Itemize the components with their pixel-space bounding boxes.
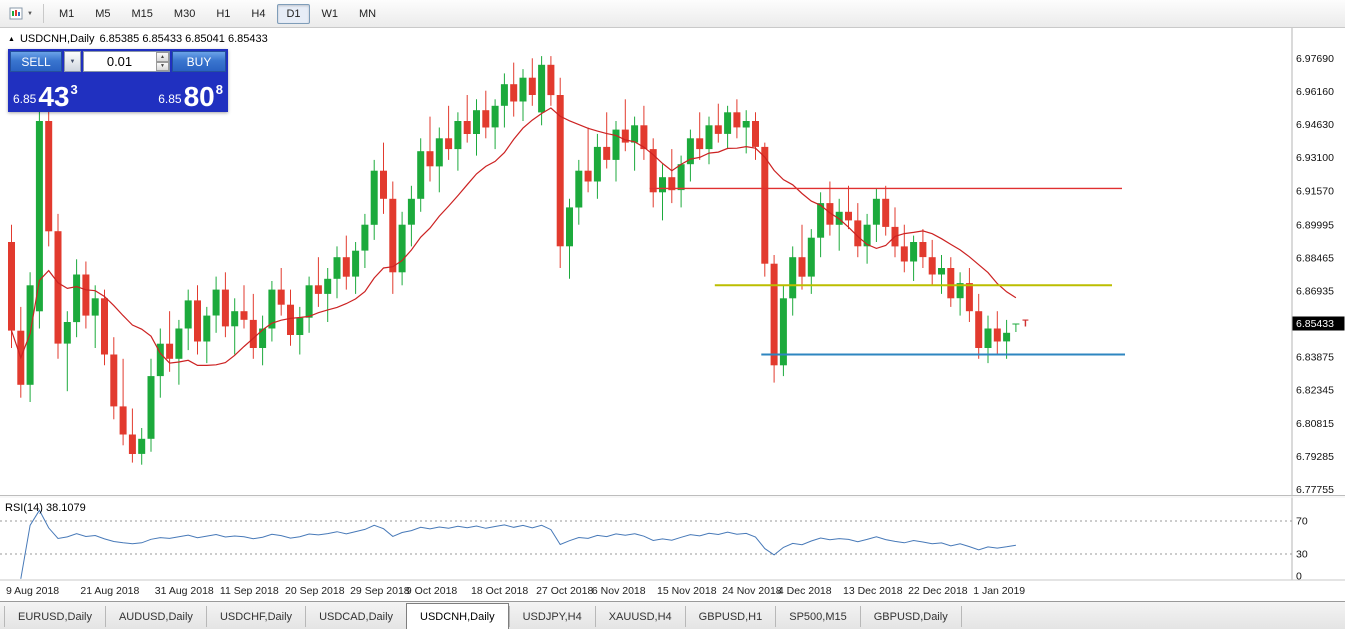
svg-text:6.83875: 6.83875 <box>1296 352 1334 364</box>
svg-text:13 Dec 2018: 13 Dec 2018 <box>843 585 903 597</box>
date-axis[interactable]: 9 Aug 2018 21 Aug 2018 31 Aug 2018 11 Sep 2… <box>6 585 1025 597</box>
timeframe-button-m30[interactable]: M30 <box>173 7 196 20</box>
chart-window: 6.97690 6.96160 6.94630 6.93100 6.91570 6.899… <box>0 28 1345 601</box>
chart-tab-gbpusd-daily[interactable]: GBPUSD,Daily <box>859 606 962 627</box>
chart-title-icon: ▲ <box>8 35 15 43</box>
svg-text:24 Nov 2018: 24 Nov 2018 <box>722 585 782 597</box>
chart-tabs: EURUSD,Daily AUDUSD,Daily USDCHF,Daily USDC… <box>0 601 1345 629</box>
sell-price-big-digits: 43 <box>38 81 70 112</box>
chart-tab-gbpusd-h1[interactable]: GBPUSD,H1 <box>684 606 776 627</box>
svg-text:1 Jan 2019: 1 Jan 2019 <box>973 585 1025 597</box>
chart-tab-usdjpy-h4[interactable]: USDJPY,H4 <box>508 606 595 627</box>
sell-price-pipette: 3 <box>70 82 78 97</box>
svg-text:6.93100: 6.93100 <box>1296 152 1334 164</box>
buy-price-prefix: 6.85 <box>158 92 182 106</box>
svg-text:70: 70 <box>1296 516 1308 528</box>
chart-tools-button[interactable]: ▼ <box>5 3 37 25</box>
svg-text:6.94630: 6.94630 <box>1296 119 1334 131</box>
price-axis[interactable]: 6.97690 6.96160 6.94630 6.93100 6.91570 6.899… <box>1291 28 1334 580</box>
volume-input[interactable] <box>84 52 155 71</box>
svg-text:6.91570: 6.91570 <box>1296 185 1334 197</box>
price-chart-canvas[interactable]: 6.97690 6.96160 6.94630 6.93100 6.91570 6.899… <box>0 28 1345 601</box>
svg-text:11 Sep 2018: 11 Sep 2018 <box>220 585 279 597</box>
svg-text:6.82345: 6.82345 <box>1296 385 1334 397</box>
timeframe-button-mn[interactable]: MN <box>359 7 377 20</box>
moving-average-line <box>10 107 1017 366</box>
timeframe-button-m1[interactable]: M1 <box>58 7 75 20</box>
rsi-line <box>20 509 1016 579</box>
timeframe-button-h4[interactable]: H4 <box>251 7 266 20</box>
sell-button[interactable]: SELL <box>10 51 62 72</box>
chart-tab-usdcnh-daily[interactable]: USDCNH,Daily <box>406 603 509 629</box>
timeframe-toolbar: ▼ M1 M5 M15 M30 H1 H4 D1 W1 MN <box>0 0 1345 28</box>
chart-tab-usdchf-daily[interactable]: USDCHF,Daily <box>205 606 305 627</box>
volume-field: ▲ ▼ <box>83 51 170 72</box>
volume-increase-button[interactable]: ▲ <box>156 52 169 62</box>
svg-text:9 Oct 2018: 9 Oct 2018 <box>406 585 458 597</box>
svg-text:6.89995: 6.89995 <box>1296 219 1334 231</box>
rsi-indicator-label: RSI(14) 38.1079 <box>5 502 86 514</box>
chart-ohlc-values: 6.85385 6.85433 6.85041 6.85433 <box>99 33 268 45</box>
svg-text:T: T <box>1022 319 1028 330</box>
svg-text:6.86935: 6.86935 <box>1296 286 1334 298</box>
timeframe-button-w1[interactable]: W1 <box>321 7 339 20</box>
chevron-down-icon: ▼ <box>69 58 76 65</box>
svg-text:6 Nov 2018: 6 Nov 2018 <box>592 585 646 597</box>
chart-title: ▲ USDCNH,Daily 6.85385 6.85433 6.85041 6… <box>8 33 268 45</box>
svg-text:6.77755: 6.77755 <box>1296 484 1334 496</box>
sell-price-display[interactable]: 6.85 43 3 <box>13 81 78 112</box>
chart-symbol-period: USDCNH,Daily <box>19 33 95 45</box>
svg-text:15 Nov 2018: 15 Nov 2018 <box>657 585 717 597</box>
chart-tools-icon <box>9 7 23 19</box>
sell-price-prefix: 6.85 <box>13 92 37 106</box>
timeframe-button-m15[interactable]: M15 <box>131 7 153 20</box>
svg-text:6.97690: 6.97690 <box>1296 53 1334 65</box>
chevron-down-icon[interactable]: ▼ <box>27 10 33 17</box>
chart-tab-usdcad-daily[interactable]: USDCAD,Daily <box>305 606 406 627</box>
volume-dropdown-button[interactable]: ▼ <box>64 51 81 72</box>
svg-text:6.79285: 6.79285 <box>1296 451 1334 463</box>
volume-decrease-button[interactable]: ▼ <box>156 61 169 71</box>
rsi-panel: 70 30 0 <box>0 509 1345 583</box>
buy-price-display[interactable]: 6.85 80 8 <box>158 81 223 112</box>
timeframe-button-h1[interactable]: H1 <box>216 7 231 20</box>
horizontal-lines[interactable] <box>649 187 1125 356</box>
chart-tab-eurusd-daily[interactable]: EURUSD,Daily <box>4 606 105 627</box>
svg-text:20 Sep 2018: 20 Sep 2018 <box>285 585 345 597</box>
buy-price-pipette: 8 <box>215 82 223 97</box>
toolbar-separator <box>42 4 44 23</box>
one-click-trading-widget: SELL ▼ ▲ ▼ BUY 6.85 43 3 6.85 80 <box>8 49 228 112</box>
trade-marker: T <box>1022 319 1028 330</box>
svg-text:4 Dec 2018: 4 Dec 2018 <box>778 585 832 597</box>
svg-text:6.80815: 6.80815 <box>1296 418 1334 430</box>
svg-text:30: 30 <box>1296 549 1308 561</box>
svg-text:18 Oct 2018: 18 Oct 2018 <box>471 585 528 597</box>
svg-text:22 Dec 2018: 22 Dec 2018 <box>908 585 968 597</box>
svg-text:6.88465: 6.88465 <box>1296 252 1334 264</box>
svg-text:29 Sep 2018: 29 Sep 2018 <box>350 585 410 597</box>
timeframe-button-d1[interactable]: D1 <box>277 3 310 24</box>
timeframe-button-m5[interactable]: M5 <box>95 7 111 20</box>
buy-price-big-digits: 80 <box>183 81 215 112</box>
timeframe-buttons: M1 M5 M15 M30 H1 H4 D1 W1 MN <box>50 3 385 24</box>
svg-text:0: 0 <box>1296 571 1302 583</box>
svg-text:31 Aug 2018: 31 Aug 2018 <box>155 585 214 597</box>
svg-text:6.85433: 6.85433 <box>1296 318 1334 330</box>
svg-text:21 Aug 2018: 21 Aug 2018 <box>80 585 139 597</box>
candlestick-series <box>8 56 1020 465</box>
buy-button[interactable]: BUY <box>172 51 226 72</box>
volume-spinner: ▲ ▼ <box>156 52 169 71</box>
chart-tab-xauusd-h4[interactable]: XAUUSD,H4 <box>594 606 685 627</box>
current-price-tag: 6.85433 <box>1292 316 1345 331</box>
svg-text:9 Aug 2018: 9 Aug 2018 <box>6 585 59 597</box>
panel-splitter[interactable] <box>0 495 1345 498</box>
chart-tab-audusd-daily[interactable]: AUDUSD,Daily <box>104 606 206 627</box>
svg-text:6.96160: 6.96160 <box>1296 86 1334 98</box>
svg-text:27 Oct 2018: 27 Oct 2018 <box>536 585 593 597</box>
chart-tab-sp500-m15[interactable]: SP500,M15 <box>775 606 859 627</box>
